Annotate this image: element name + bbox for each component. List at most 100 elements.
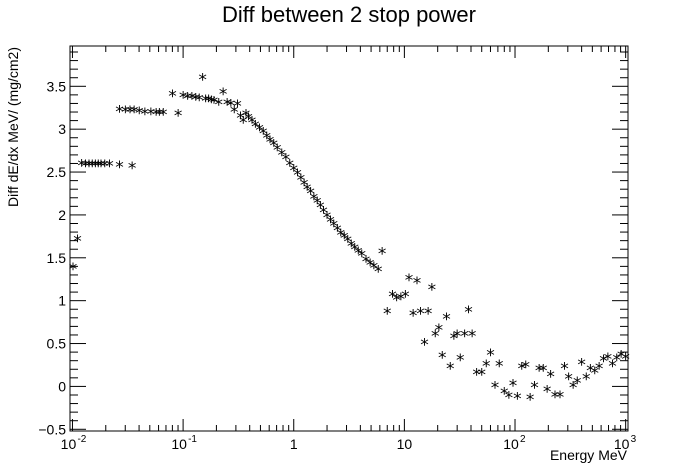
data-point: * (456, 351, 465, 371)
data-point: * (539, 361, 548, 381)
data-point: * (424, 305, 433, 325)
data-point: * (183, 89, 192, 109)
data-point: * (152, 106, 161, 126)
data-point: * (121, 103, 130, 123)
data-point: * (126, 103, 135, 123)
data-point: * (500, 384, 509, 404)
data-point: * (392, 291, 401, 311)
data-point: * (438, 348, 447, 368)
data-point: * (517, 360, 526, 380)
data-point: * (270, 137, 279, 157)
data-point: * (159, 106, 168, 126)
data-point: * (405, 271, 414, 291)
x-tick-label: 10 (397, 436, 413, 452)
data-point: * (530, 378, 539, 398)
data-point: * (556, 388, 565, 408)
data-point: * (94, 157, 103, 177)
data-point: * (491, 378, 500, 398)
data-point: * (354, 244, 363, 264)
data-point: * (195, 91, 204, 111)
data-point: * (248, 113, 257, 133)
data-point: * (244, 110, 253, 130)
data-point: * (428, 281, 437, 301)
y-axis-label: Diff dE/dx MeV/ (mg/cm2) (5, 47, 21, 207)
data-point: * (147, 105, 156, 125)
data-point: * (230, 103, 239, 123)
data-point: * (179, 89, 188, 109)
data-point: * (251, 118, 260, 138)
x-axis-label: Energy MeV (550, 447, 628, 463)
data-point: * (450, 330, 459, 350)
data-point: * (319, 203, 328, 223)
data-point: * (546, 367, 555, 387)
data-point: * (233, 97, 242, 117)
data-point: * (219, 85, 228, 105)
y-tick-label: 2 (58, 207, 66, 223)
y-tick-label: 1 (58, 293, 66, 309)
data-point: * (135, 104, 144, 124)
data-point: * (340, 229, 349, 249)
data-point: * (115, 158, 124, 178)
data-point: * (464, 303, 473, 323)
data-point: * (300, 176, 309, 196)
data-point: * (198, 71, 207, 91)
data-point: * (409, 306, 418, 326)
data-point: * (397, 290, 406, 310)
data-point: * (282, 150, 291, 170)
data-point: * (227, 96, 236, 116)
data-point: * (446, 360, 455, 380)
x-tick-label: 10 (171, 436, 187, 452)
data-point: * (477, 366, 486, 386)
data-point: * (262, 129, 271, 149)
data-point: * (204, 92, 213, 112)
data-point: * (582, 370, 591, 390)
data-point: * (505, 389, 514, 409)
data-point: * (535, 361, 544, 381)
data-point: * (85, 157, 94, 177)
data-point: * (105, 157, 114, 177)
x-tick-exponent: 2 (520, 434, 526, 445)
data-point: * (91, 157, 100, 177)
data-point: * (617, 348, 626, 368)
data-point: * (521, 358, 530, 378)
data-point: * (513, 390, 522, 410)
data-point: * (378, 245, 387, 265)
data-point: * (468, 327, 477, 347)
data-points: *********** * ****************************… (69, 71, 630, 411)
data-point: * (453, 327, 462, 347)
data-point: * (383, 305, 392, 325)
data-point: * (303, 180, 312, 200)
data-point: * (326, 213, 335, 233)
data-point: * (293, 166, 302, 186)
data-point: * (347, 237, 356, 257)
data-point: * (313, 194, 322, 214)
x-tick-exponent: -2 (77, 434, 86, 445)
data-point: * (191, 90, 200, 110)
data-point: * (388, 288, 397, 308)
data-point: * (560, 360, 569, 380)
data-point: * (168, 87, 177, 107)
x-tick-exponent: 3 (631, 434, 637, 445)
data-point: * (374, 263, 383, 283)
data-point: * (482, 357, 491, 377)
y-tick-label: 3 (58, 121, 66, 137)
data-point: * (155, 106, 164, 126)
data-point: * (69, 260, 78, 280)
data-point: * (569, 378, 578, 398)
data-point: * (259, 125, 268, 145)
data-point: * (215, 95, 224, 115)
data-point: * (431, 327, 440, 347)
data-point: * (486, 346, 495, 366)
data-point: * (323, 209, 332, 229)
data-point: * (599, 352, 608, 372)
y-tick-label: −0.5 (38, 421, 66, 437)
x-tick-label: 10 (614, 436, 630, 452)
data-point: * (330, 217, 339, 237)
data-point: * (88, 157, 97, 177)
data-point: * (590, 364, 599, 384)
data-point: * (130, 103, 139, 123)
data-point: * (81, 157, 90, 177)
plot-frame (69, 45, 629, 432)
data-point: * (564, 370, 573, 390)
